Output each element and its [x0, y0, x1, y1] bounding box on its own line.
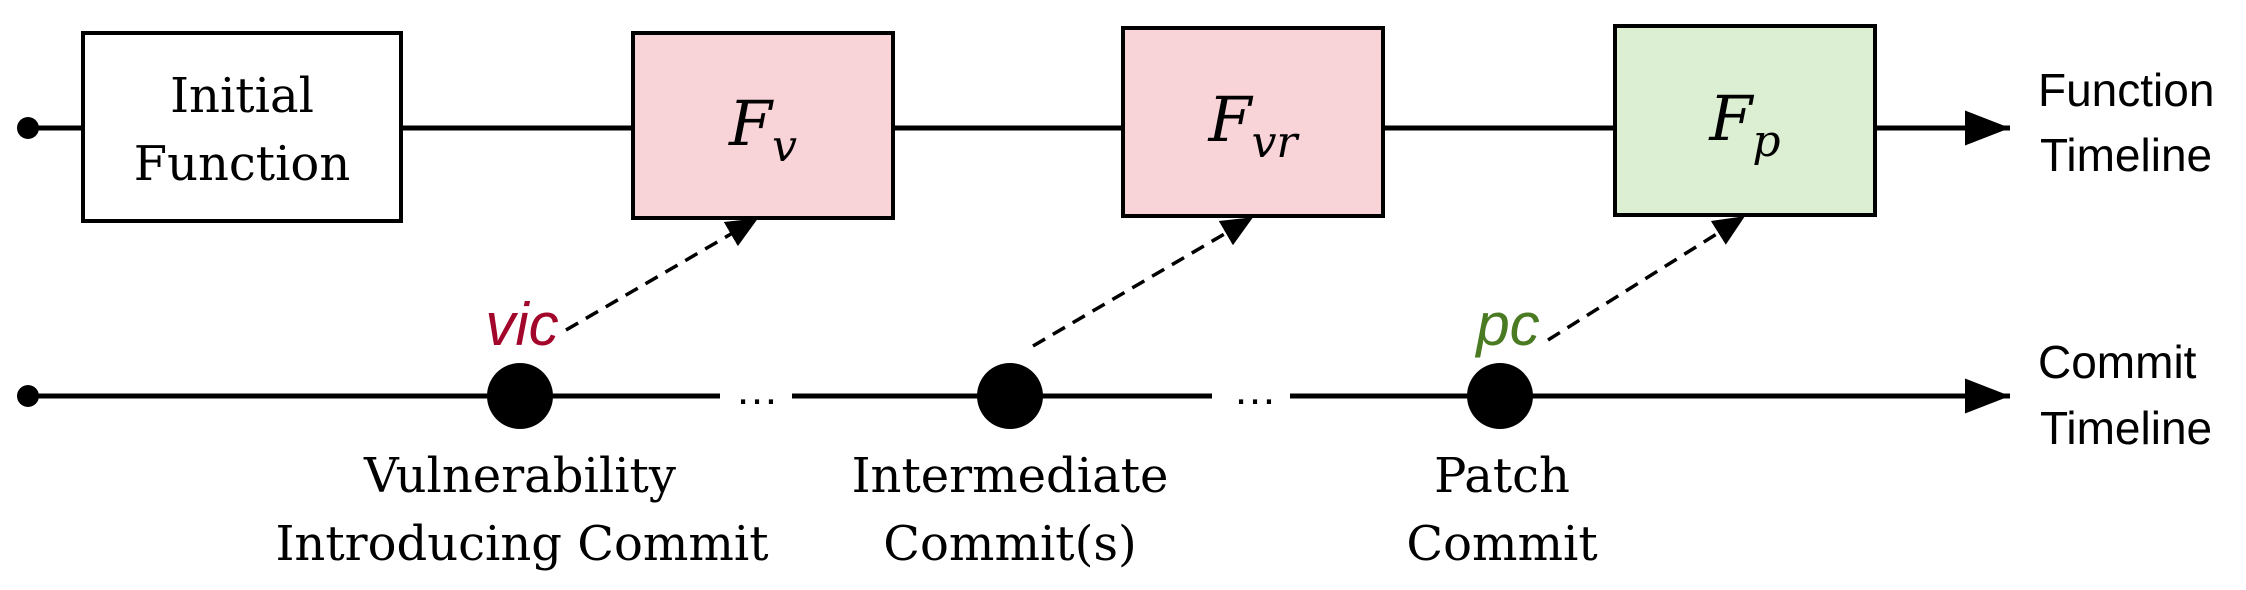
vic-tag: vic: [485, 291, 558, 358]
intermediate-to-fvr-arrow: [1032, 217, 1254, 348]
intermediate-label-line2: Commit(s): [883, 516, 1136, 572]
pc-to-fp-arrow: [1547, 216, 1745, 342]
pc-tag: pc: [1474, 291, 1539, 358]
commit-timeline-label-line1: Commit: [2038, 336, 2197, 388]
commit-ellipsis-2: …: [1233, 365, 1277, 414]
fvr-box: Fvr: [1121, 26, 1385, 218]
function-timeline-label-line1: Function: [2038, 64, 2214, 116]
fp-label: Fp: [1708, 82, 1780, 167]
initial-function-line1: Initial: [170, 68, 314, 124]
intermediate-commit-node: [977, 363, 1043, 429]
vic-commit-node: [487, 363, 553, 429]
fp-box: Fp: [1613, 24, 1877, 217]
intermediate-label-line1: Intermediate: [852, 448, 1169, 504]
fv-label: Fv: [728, 87, 797, 172]
vic-label-line2: Introducing Commit: [275, 516, 768, 572]
vic-label-line1: Vulnerability: [363, 448, 676, 504]
patch-label-line2: Commit: [1406, 516, 1597, 572]
fv-box: Fv: [631, 31, 895, 220]
commit-timeline-label-line2: Timeline: [2040, 402, 2212, 454]
patch-label-line1: Patch: [1434, 448, 1570, 504]
patch-commit-node: [1467, 363, 1533, 429]
function-timeline-label-line2: Timeline: [2040, 129, 2212, 181]
initial-function-line2: Function: [134, 136, 350, 192]
initial-function-box: Initial Function: [81, 31, 403, 223]
vic-to-fv-arrow: [565, 218, 759, 332]
commit-ellipsis-1: …: [735, 365, 779, 414]
fvr-label: Fvr: [1208, 83, 1301, 168]
